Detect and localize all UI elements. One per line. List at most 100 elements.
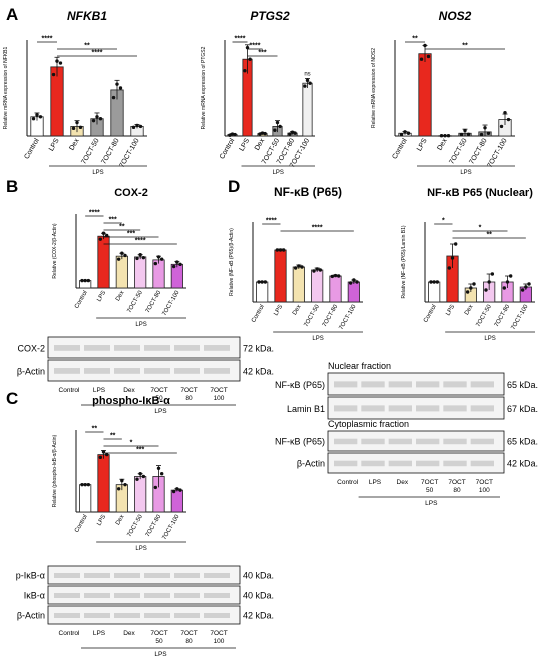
data-point-2-1 — [260, 131, 265, 135]
lps-group-label: LPS — [460, 170, 471, 176]
blot-band-0-5 — [470, 381, 494, 388]
data-point-1-0 — [275, 248, 280, 252]
blot-band-1-3 — [416, 460, 440, 467]
data-point-2-2 — [123, 253, 127, 258]
data-point-3-2 — [278, 124, 282, 129]
data-point-3-2 — [466, 132, 471, 137]
data-point-5-1 — [352, 278, 356, 282]
blot-band-2-0 — [54, 613, 80, 618]
data-point-0-2 — [263, 280, 268, 284]
data-point-3-0 — [91, 118, 96, 123]
data-point-5-1 — [175, 260, 179, 264]
data-point-3-0 — [459, 132, 464, 137]
data-point-2-1 — [120, 251, 124, 255]
data-point-2-0 — [258, 132, 262, 136]
data-point-1-2 — [248, 57, 252, 61]
bar-5 — [170, 489, 183, 513]
chart-nfkb1: NFKB1 Relative mRNA expression of NFKB1 Co… — [3, 9, 147, 176]
lps-group-label: LPS — [312, 336, 323, 342]
chart-p65n: NF-κB P65 (Nuclear) Relative (NF-κB (P65)… — [401, 187, 535, 342]
data-point-5-2 — [178, 488, 182, 492]
lps-group-label: LPS — [484, 336, 495, 342]
bar-1 — [97, 454, 110, 513]
blot-row-label: p-IκB-α — [16, 570, 45, 580]
x-tick-label-5: 7OCT-100 — [119, 137, 141, 169]
blot-band-0-1 — [84, 345, 110, 351]
blot-band-0-5 — [204, 573, 230, 578]
blot-lane-label-4: 7OCT 80 — [180, 387, 197, 402]
data-point-1-1 — [101, 231, 106, 235]
data-point-4-0 — [153, 261, 158, 266]
data-point-2-0 — [293, 266, 298, 270]
data-point-0-2 — [38, 115, 43, 119]
data-point-3-1 — [275, 120, 280, 125]
data-point-0-2 — [435, 280, 440, 284]
blot-band-0-3 — [416, 381, 440, 388]
chart-nos2: NOS2 Relative mRNA expression of NOS2 Cont… — [371, 9, 515, 176]
data-point-4-0 — [288, 132, 292, 136]
blot-row-label: Lamin B1 — [287, 404, 325, 414]
blot-band-1-5 — [204, 368, 230, 374]
x-tick-label-0: Control — [74, 290, 89, 310]
data-point-5-2 — [308, 81, 312, 85]
data-point-4-2 — [508, 274, 513, 278]
panel-letter-b: B — [6, 177, 18, 196]
data-point-1-1 — [55, 59, 59, 63]
blot-lane-label-5: 7OCT 100 — [210, 387, 227, 402]
blot-title: Cytoplasmic fraction — [328, 419, 409, 429]
data-point-5-1 — [175, 487, 179, 491]
blot-band-0-1 — [361, 438, 385, 445]
chart-ptgs2: PTGS2 Relative mRNA expression of PTGS2 Co… — [201, 9, 315, 176]
data-point-4-1 — [333, 273, 338, 278]
blot-lane-label-3: 7OCT 50 — [150, 387, 167, 402]
bar-5 — [347, 281, 360, 303]
x-tick-label-3: 7OCT-50 — [127, 289, 145, 314]
blot-band-1-1 — [361, 460, 385, 467]
blot-band-0-5 — [204, 345, 230, 351]
data-point-1-2 — [281, 248, 286, 252]
data-point-0-1 — [403, 130, 407, 134]
blot-kda-label: 65 kDa. — [507, 437, 538, 447]
blot-band-0-1 — [361, 381, 385, 388]
blot-band-2-2 — [114, 613, 140, 618]
sig-label-3: ns — [304, 71, 310, 77]
blot-band-1-5 — [470, 405, 494, 412]
data-point-0-0 — [399, 132, 404, 137]
data-point-5-0 — [171, 264, 176, 269]
sig-label-0: ** — [92, 426, 98, 433]
y-axis-label: Relative mRNA expression of NOS2 — [371, 48, 377, 128]
bar-0 — [428, 281, 441, 303]
x-tick-label-4: 7OCT-80 — [100, 137, 120, 165]
blot-title: Nuclear fraction — [328, 361, 391, 371]
blot-band-2-3 — [144, 613, 170, 618]
data-point-3-2 — [98, 117, 103, 121]
x-tick-label-5: 7OCT-100 — [487, 137, 509, 169]
sig-label-4: **** — [135, 238, 146, 245]
blot-band-0-0 — [54, 345, 80, 351]
sig-label-1: ** — [462, 43, 468, 50]
blot-band-1-2 — [114, 368, 140, 374]
data-point-0-2 — [233, 132, 237, 137]
chart-title: NOS2 — [439, 9, 472, 23]
data-point-3-1 — [463, 128, 467, 133]
data-point-2-1 — [75, 120, 79, 125]
data-point-1-1 — [278, 248, 283, 252]
data-point-3-1 — [487, 280, 491, 284]
chart-title: NFKB1 — [67, 9, 107, 23]
data-point-3-2 — [490, 272, 495, 276]
data-point-0-0 — [80, 278, 84, 283]
y-axis-label: Relative (phospho-IκB-α/β-Actin) — [52, 434, 58, 507]
blot-lane-label-0: Control — [59, 387, 81, 394]
bar-5 — [302, 82, 313, 137]
data-point-3-2 — [141, 255, 146, 260]
blot-band-1-1 — [361, 405, 385, 412]
blot-band-1-0 — [54, 593, 80, 598]
data-point-4-2 — [159, 472, 164, 476]
bar-0 — [256, 281, 269, 303]
bar-0 — [79, 484, 92, 513]
blot-band-1-5 — [204, 593, 230, 598]
data-point-5-0 — [348, 281, 353, 285]
chart-title: COX-2 — [114, 187, 148, 199]
blot-band-0-4 — [443, 381, 467, 388]
